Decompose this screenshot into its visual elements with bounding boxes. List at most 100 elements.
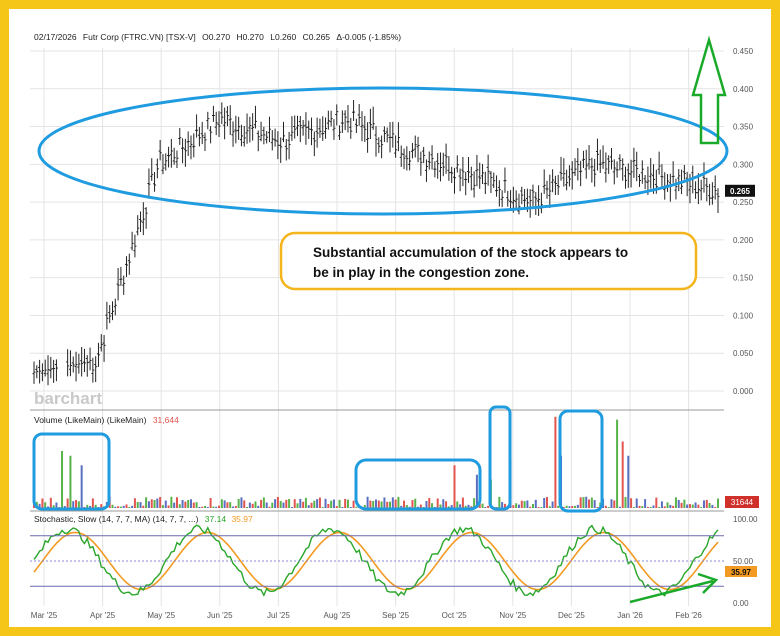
- volume-bar: [697, 504, 700, 508]
- volume-bar: [192, 502, 195, 508]
- volume-highlight-apr: [32, 432, 111, 511]
- volume-bar: [313, 500, 316, 508]
- volume-bar: [585, 496, 588, 508]
- volume-bar: [403, 500, 406, 508]
- congestion-zone-ellipse: [37, 86, 729, 216]
- volume-bar: [175, 497, 178, 508]
- x-tick-label: May '25: [147, 611, 175, 620]
- volume-bar: [630, 498, 633, 508]
- up-arrow-annotation: [691, 35, 727, 145]
- volume-bar: [372, 500, 375, 508]
- volume-bar: [218, 505, 221, 508]
- volume-bar: [616, 419, 619, 508]
- volume-bar: [131, 505, 134, 508]
- volume-bar: [55, 502, 58, 508]
- volume-bar: [394, 499, 397, 508]
- stoch-k-label: 37.14: [205, 514, 227, 524]
- volume-bar: [708, 503, 711, 508]
- stoch-arrow-head: [697, 572, 719, 594]
- volume-bar: [220, 499, 223, 508]
- volume-bar: [265, 502, 268, 508]
- volume-bar: [344, 498, 347, 508]
- volume-bar: [397, 496, 400, 508]
- y-tick-label: 0.250: [733, 198, 754, 207]
- volume-bar: [411, 500, 414, 508]
- volume-bar: [562, 507, 565, 508]
- volume-bar: [548, 506, 551, 508]
- stochastic-lines: [33, 524, 719, 597]
- volume-bar: [189, 499, 192, 508]
- volume-bar: [557, 505, 560, 508]
- volume-bar: [161, 505, 164, 508]
- volume-bar: [318, 497, 321, 508]
- volume-bar: [173, 502, 176, 508]
- volume-bar: [419, 504, 422, 508]
- header-name: Futr Corp (FTRC.VN) [TSX-V]: [83, 32, 196, 42]
- volume-bar: [145, 497, 148, 508]
- volume-bar: [632, 507, 635, 508]
- volume-bar: [262, 497, 265, 508]
- volume-bar: [366, 496, 369, 508]
- volume-bar: [414, 498, 417, 508]
- volume-bar: [187, 500, 190, 508]
- volume-bar: [91, 498, 94, 508]
- volume-bar: [310, 502, 313, 508]
- volume-bar: [442, 499, 445, 508]
- volume-bar: [686, 504, 689, 508]
- header-line: 02/17/2026 Futr Corp (FTRC.VN) [TSX-V] O…: [34, 32, 401, 42]
- volume-bar: [680, 502, 683, 508]
- y-tick-label: 0.200: [733, 236, 754, 245]
- volume-bar: [159, 496, 162, 508]
- volume-bar: [150, 499, 153, 508]
- volume-bar: [658, 507, 661, 508]
- volume-bar: [69, 455, 72, 508]
- volume-bars: [33, 416, 719, 508]
- volume-bar: [198, 507, 201, 508]
- stoch-arrow-shaft: [629, 579, 714, 604]
- volume-bar: [627, 455, 630, 508]
- x-tick-label: Nov '25: [499, 611, 526, 620]
- y-tick-label: 0.450: [733, 47, 754, 56]
- volume-bar: [41, 498, 44, 508]
- volume-bar: [672, 505, 675, 508]
- volume-bar: [302, 501, 305, 508]
- volume-bar: [425, 501, 428, 508]
- volume-bar: [125, 504, 128, 508]
- volume-bar: [450, 505, 453, 508]
- volume-bar: [204, 505, 206, 508]
- volume-bar: [543, 497, 546, 508]
- stoch-tick-label: 0.00: [733, 599, 749, 608]
- volume-bar: [705, 499, 708, 508]
- volume-bar: [170, 496, 173, 508]
- volume-highlight-sep-oct: [354, 458, 482, 511]
- volume-bar: [77, 501, 80, 508]
- volume-bar: [582, 497, 585, 508]
- volume-last-tag: 31644: [731, 498, 754, 507]
- volume-bar: [234, 505, 237, 508]
- volume-bar: [571, 505, 574, 508]
- volume-bar: [386, 501, 389, 508]
- volume-bar: [147, 501, 150, 508]
- y-tick-label: 0.100: [733, 311, 754, 320]
- volume-bar: [324, 498, 327, 508]
- x-tick-label: Dec '25: [558, 611, 585, 620]
- annotation-line-1: Substantial accumulation of the stock ap…: [313, 245, 628, 260]
- volume-bar: [568, 506, 571, 508]
- volume-bar: [167, 505, 170, 508]
- volume-highlight-dec: [558, 409, 604, 513]
- volume-bar: [330, 500, 333, 508]
- volume-bar: [604, 505, 607, 508]
- volume-bar: [641, 506, 644, 508]
- volume-bar: [711, 505, 714, 508]
- volume-bar: [554, 416, 557, 508]
- volume-bar: [195, 502, 198, 508]
- volume-bar: [389, 501, 392, 508]
- y-tick-label: 0.400: [733, 85, 754, 94]
- volume-bar: [613, 500, 616, 508]
- volume-bar: [652, 505, 655, 508]
- volume-bar: [212, 506, 215, 508]
- volume-bar: [526, 500, 529, 508]
- volume-bar: [307, 505, 310, 508]
- volume-bar: [700, 507, 703, 508]
- volume-bar: [119, 506, 122, 508]
